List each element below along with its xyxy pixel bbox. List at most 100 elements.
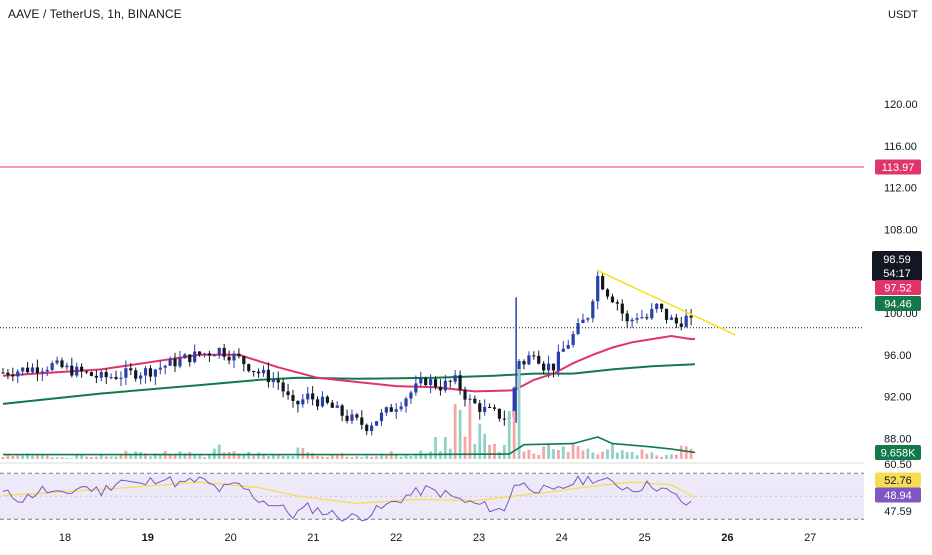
candle-body[interactable] xyxy=(70,365,74,376)
candle-body[interactable] xyxy=(365,424,369,432)
volume-scale-tick[interactable]: 60.50 xyxy=(884,459,912,471)
volume-bar[interactable] xyxy=(650,452,654,459)
volume-bar[interactable] xyxy=(488,444,491,459)
candle-body[interactable] xyxy=(119,377,123,379)
candle-body[interactable] xyxy=(256,371,261,374)
time-axis-tick[interactable]: 24 xyxy=(556,532,568,544)
volume-bar[interactable] xyxy=(291,456,295,459)
trendline[interactable] xyxy=(596,269,736,336)
candle-body[interactable] xyxy=(409,392,413,399)
volume-bar[interactable] xyxy=(36,454,39,459)
volume-bar[interactable] xyxy=(429,451,433,459)
volume-bar[interactable] xyxy=(119,454,123,459)
candle-body[interactable] xyxy=(438,386,443,391)
volume-bar[interactable] xyxy=(227,451,231,459)
volume-bar[interactable] xyxy=(153,453,157,459)
volume-bar[interactable] xyxy=(566,451,570,459)
volume-bar[interactable] xyxy=(527,449,531,459)
rsi-value-label[interactable]: 48.94 xyxy=(884,490,912,502)
candle-body[interactable] xyxy=(50,363,54,370)
volume-bar[interactable] xyxy=(561,446,565,459)
volume-bar[interactable] xyxy=(321,456,324,459)
candle-body[interactable] xyxy=(650,308,654,319)
candle-body[interactable] xyxy=(30,367,35,373)
volume-bar[interactable] xyxy=(615,452,619,459)
candle-body[interactable] xyxy=(350,414,354,421)
time-axis-tick[interactable]: 18 xyxy=(59,532,71,544)
candle-body[interactable] xyxy=(168,358,172,366)
candle-body[interactable] xyxy=(45,369,49,372)
candle-body[interactable] xyxy=(433,379,438,387)
candle-body[interactable] xyxy=(404,398,408,407)
volume-bar[interactable] xyxy=(522,451,526,459)
volume-bar[interactable] xyxy=(286,455,290,459)
candle-body[interactable] xyxy=(306,393,310,400)
volume-bar[interactable] xyxy=(222,452,226,459)
volume-bar[interactable] xyxy=(375,456,378,459)
volume-bar[interactable] xyxy=(473,444,477,459)
volume-bar[interactable] xyxy=(630,451,634,459)
candle-body[interactable] xyxy=(502,418,506,420)
volume-bar[interactable] xyxy=(507,411,511,459)
volume-bar[interactable] xyxy=(620,450,624,459)
time-axis-tick[interactable]: 21 xyxy=(307,532,319,544)
time-axis-tick[interactable]: 27 xyxy=(804,532,816,544)
candle-body[interactable] xyxy=(222,348,226,357)
volume-bar[interactable] xyxy=(237,453,241,459)
volume-bar[interactable] xyxy=(330,455,334,459)
candle-body[interactable] xyxy=(80,366,84,372)
candle-body[interactable] xyxy=(483,407,487,412)
time-axis-tick[interactable]: 22 xyxy=(390,532,402,544)
volume-bar[interactable] xyxy=(625,452,629,459)
candle-body[interactable] xyxy=(286,391,290,396)
volume-bar[interactable] xyxy=(547,443,550,459)
candle-body[interactable] xyxy=(227,356,231,361)
price-axis-tick[interactable]: 116.00 xyxy=(884,141,917,153)
volume-bar[interactable] xyxy=(443,437,447,459)
volume-bar[interactable] xyxy=(85,456,88,459)
volume-bar[interactable] xyxy=(168,453,172,459)
candle-body[interactable] xyxy=(320,396,325,407)
volume-bar[interactable] xyxy=(45,455,49,459)
volume-bar[interactable] xyxy=(591,452,595,459)
candle-body[interactable] xyxy=(478,403,482,412)
candle-body[interactable] xyxy=(527,355,531,365)
candle-body[interactable] xyxy=(271,379,275,383)
candle-body[interactable] xyxy=(188,354,192,363)
volume-bar[interactable] xyxy=(11,456,15,459)
volume-bar[interactable] xyxy=(350,457,354,459)
volume-bar[interactable] xyxy=(149,456,152,459)
candle-body[interactable] xyxy=(537,355,541,364)
candle-body[interactable] xyxy=(114,376,118,379)
candle-body[interactable] xyxy=(217,348,221,356)
time-axis-tick[interactable]: 25 xyxy=(638,532,650,544)
volume-bar[interactable] xyxy=(94,456,98,459)
candle-body[interactable] xyxy=(158,367,162,370)
volume-bar[interactable] xyxy=(60,457,64,459)
volume-bar[interactable] xyxy=(75,453,79,459)
volume-bar[interactable] xyxy=(257,452,260,459)
volume-bar[interactable] xyxy=(556,450,560,459)
candle-body[interactable] xyxy=(261,369,266,374)
candle-body[interactable] xyxy=(276,379,280,383)
rsi-lower-tick[interactable]: 47.59 xyxy=(884,506,912,518)
candle-body[interactable] xyxy=(601,276,605,290)
volume-label[interactable]: 9.658K xyxy=(881,448,917,460)
volume-bar[interactable] xyxy=(183,453,187,459)
ma-fast-price-label[interactable]: 97.52 xyxy=(884,283,912,295)
candle-body[interactable] xyxy=(330,402,334,408)
candle-body[interactable] xyxy=(551,363,556,371)
candle-body[interactable] xyxy=(458,375,462,390)
candle-body[interactable] xyxy=(340,405,344,416)
candle-body[interactable] xyxy=(596,276,600,302)
candle-body[interactable] xyxy=(522,361,526,365)
volume-bar[interactable] xyxy=(404,454,408,459)
volume-bar[interactable] xyxy=(684,446,688,459)
candle-body[interactable] xyxy=(684,315,688,327)
price-axis-tick[interactable]: 120.00 xyxy=(884,99,918,111)
volume-bar[interactable] xyxy=(26,453,29,459)
volume-bar[interactable] xyxy=(453,404,457,459)
candle-body[interactable] xyxy=(281,382,285,392)
volume-bar[interactable] xyxy=(409,456,413,459)
